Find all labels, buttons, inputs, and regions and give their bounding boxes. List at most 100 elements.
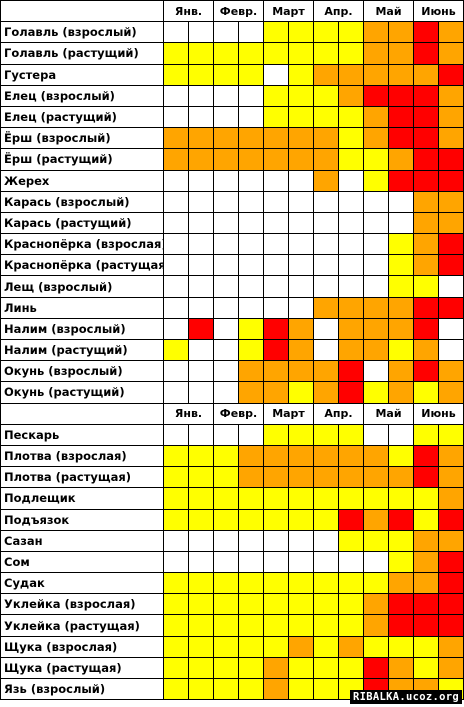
activity-cell xyxy=(439,530,464,552)
activity-cell xyxy=(339,212,364,235)
activity-cell xyxy=(264,636,289,658)
activity-cell xyxy=(164,149,189,171)
activity-cell xyxy=(264,615,289,637)
activity-cell xyxy=(439,361,464,383)
activity-cell xyxy=(389,22,414,44)
activity-cell xyxy=(214,382,239,404)
activity-cell xyxy=(164,22,189,44)
activity-cell xyxy=(389,276,414,298)
activity-cell xyxy=(214,679,239,701)
activity-cell xyxy=(314,530,339,552)
activity-cell xyxy=(289,22,314,44)
activity-cell xyxy=(214,467,239,489)
activity-cell xyxy=(164,212,189,235)
activity-cell xyxy=(439,64,464,86)
activity-cell xyxy=(164,64,189,86)
activity-cell xyxy=(164,530,189,552)
activity-cell xyxy=(314,636,339,658)
activity-cell xyxy=(214,361,239,383)
activity-cell xyxy=(314,361,339,383)
activity-cell xyxy=(239,22,264,44)
activity-cell xyxy=(214,191,239,213)
activity-cell xyxy=(164,636,189,658)
activity-cell xyxy=(364,85,389,107)
activity-cell xyxy=(389,615,414,637)
activity-cell xyxy=(214,424,239,446)
activity-cell xyxy=(389,382,414,404)
activity-cell xyxy=(289,615,314,637)
fish-name: Подлещик xyxy=(1,488,164,510)
activity-cell xyxy=(439,340,464,362)
activity-cell xyxy=(164,382,189,404)
activity-cell xyxy=(264,255,289,277)
activity-cell xyxy=(389,657,414,679)
activity-cell xyxy=(314,234,339,256)
month-header: Май xyxy=(364,1,414,23)
activity-cell xyxy=(289,488,314,510)
activity-cell xyxy=(314,43,339,65)
activity-cell xyxy=(164,255,189,277)
activity-cell xyxy=(214,170,239,192)
activity-cell xyxy=(439,382,464,404)
activity-cell xyxy=(389,234,414,256)
fish-name: Налим (взрослый) xyxy=(1,318,164,340)
activity-cell xyxy=(414,255,439,277)
fish-name: Голавль (взрослый) xyxy=(1,22,164,44)
header-blank xyxy=(1,1,164,23)
activity-cell xyxy=(439,318,464,340)
activity-cell xyxy=(364,467,389,489)
activity-cell xyxy=(339,276,364,298)
activity-cell xyxy=(364,424,389,446)
activity-cell xyxy=(189,191,214,213)
activity-cell xyxy=(439,22,464,44)
activity-cell xyxy=(439,488,464,510)
activity-cell xyxy=(264,551,289,574)
activity-cell xyxy=(314,573,339,595)
activity-cell xyxy=(314,445,339,468)
activity-cell xyxy=(414,170,439,192)
activity-cell xyxy=(339,594,364,616)
activity-cell xyxy=(164,170,189,192)
activity-cell xyxy=(239,424,264,446)
activity-cell xyxy=(339,234,364,256)
activity-cell xyxy=(264,128,289,150)
activity-cell xyxy=(289,128,314,150)
activity-cell xyxy=(414,106,439,129)
activity-cell xyxy=(289,255,314,277)
activity-cell xyxy=(414,361,439,383)
activity-cell xyxy=(339,170,364,192)
activity-cell xyxy=(439,636,464,658)
activity-cell xyxy=(239,255,264,277)
activity-cell xyxy=(314,191,339,213)
activity-cell xyxy=(439,424,464,446)
fish-name: Щука (растущая) xyxy=(1,657,164,679)
activity-cell xyxy=(339,530,364,552)
activity-cell xyxy=(364,106,389,129)
activity-cell xyxy=(289,657,314,679)
activity-cell xyxy=(364,636,389,658)
activity-cell xyxy=(339,43,364,65)
activity-cell xyxy=(339,149,364,171)
activity-cell xyxy=(239,636,264,658)
activity-cell xyxy=(239,106,264,129)
activity-cell xyxy=(189,382,214,404)
activity-cell xyxy=(314,340,339,362)
activity-cell xyxy=(289,573,314,595)
activity-cell xyxy=(264,170,289,192)
activity-cell xyxy=(314,424,339,446)
activity-cell xyxy=(314,297,339,319)
activity-cell xyxy=(289,106,314,129)
fish-name: Плотва (взрослая) xyxy=(1,445,164,468)
activity-cell xyxy=(389,573,414,595)
activity-cell xyxy=(414,128,439,150)
activity-cell xyxy=(214,255,239,277)
activity-cell xyxy=(239,382,264,404)
activity-cell xyxy=(239,318,264,340)
activity-cell xyxy=(364,234,389,256)
activity-cell xyxy=(189,64,214,86)
activity-cell xyxy=(189,509,214,531)
activity-cell xyxy=(314,594,339,616)
activity-cell xyxy=(214,43,239,65)
activity-cell xyxy=(314,488,339,510)
